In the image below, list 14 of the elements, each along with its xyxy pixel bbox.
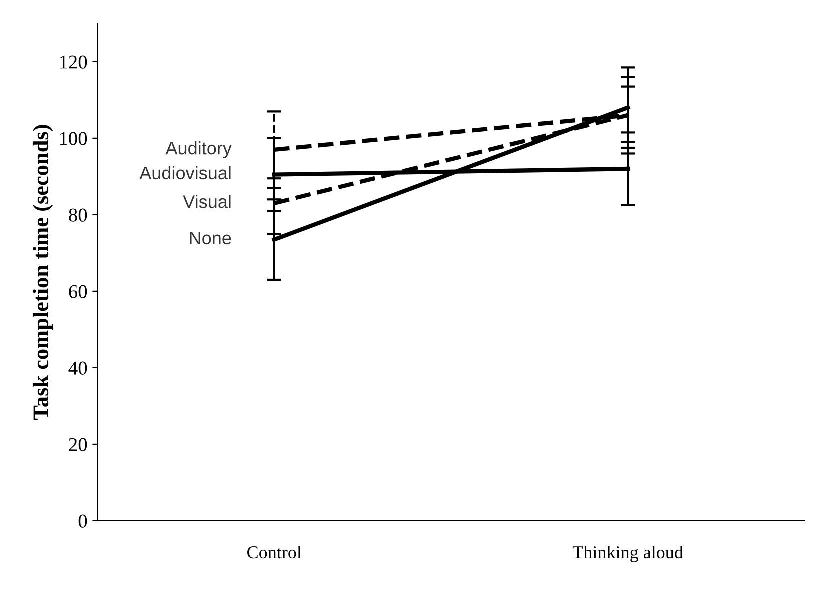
y-tick-label: 60 bbox=[69, 285, 88, 298]
text: Audiovisual bbox=[140, 166, 231, 180]
x-tick-label: Thinking aloud bbox=[572, 546, 684, 562]
y-tick-label: 0 bbox=[78, 514, 88, 528]
y-tick-label: 40 bbox=[68, 362, 88, 375]
y-tick-label: 120 bbox=[60, 56, 88, 69]
x-tick-label: Control bbox=[248, 546, 302, 559]
y-tick-label: 20 bbox=[69, 438, 88, 452]
text: None bbox=[190, 232, 232, 245]
text: Visual bbox=[183, 195, 231, 208]
y-tick-label: 80 bbox=[69, 208, 88, 222]
text: Auditory bbox=[166, 141, 232, 158]
y-axis-title: Task completion time (seconds) bbox=[32, 125, 54, 420]
y-tick-label: 100 bbox=[60, 132, 88, 146]
